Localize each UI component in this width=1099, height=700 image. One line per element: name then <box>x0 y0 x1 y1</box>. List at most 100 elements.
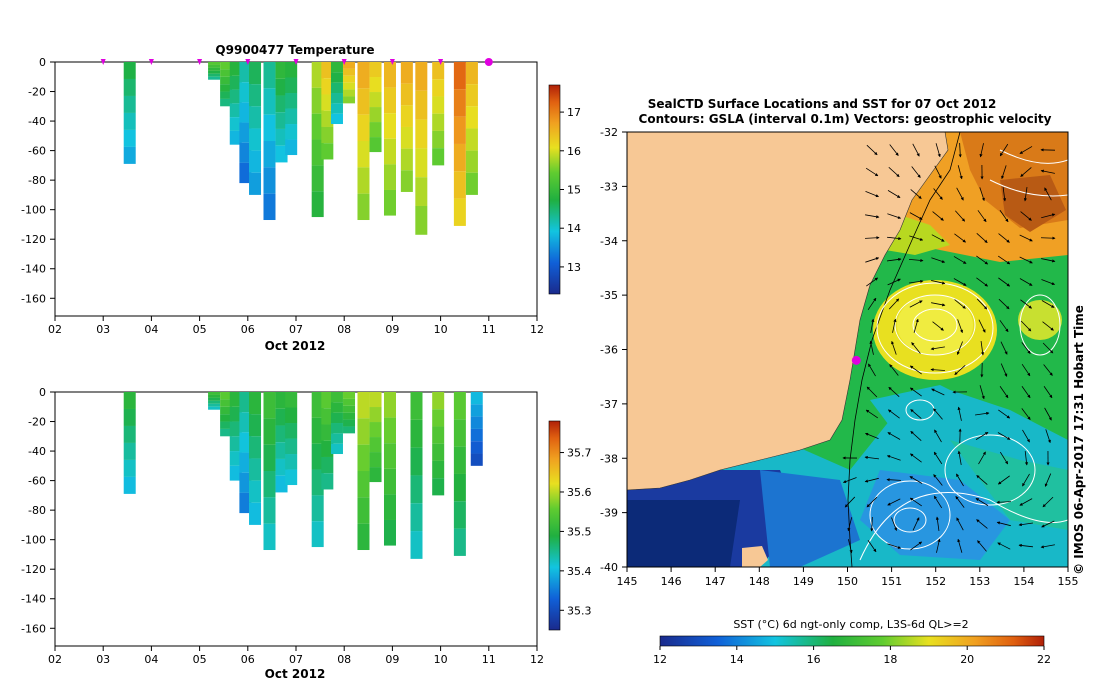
velocity-arrow <box>909 300 923 308</box>
profile-cell <box>123 392 136 409</box>
profile-cell <box>383 494 396 520</box>
profile-2 <box>220 62 233 107</box>
profile-cell <box>285 407 298 424</box>
profile-cell <box>229 117 242 131</box>
profile-cell <box>311 392 324 418</box>
profile-cell <box>321 473 334 490</box>
profile-cell <box>275 475 288 493</box>
y-tick-label: -80 <box>28 504 46 517</box>
x-tick-label: 07 <box>289 323 303 336</box>
profile-cell <box>229 406 242 422</box>
profile-cell <box>369 107 382 123</box>
sst-tick-label: 22 <box>1037 653 1051 666</box>
velocity-arrow <box>1019 278 1033 286</box>
profile-cell <box>239 142 252 163</box>
day-marker <box>438 59 444 65</box>
profile-cell <box>249 62 262 85</box>
profile-14 <box>369 62 382 153</box>
profile-cell <box>465 84 478 107</box>
velocity-arrow <box>1043 386 1053 399</box>
profile-cell <box>239 492 252 514</box>
velocity-arrow <box>909 212 923 220</box>
map-image <box>627 132 1068 567</box>
y-tick-label: 0 <box>39 56 46 69</box>
profile-14 <box>369 392 382 483</box>
temperature-colorbar <box>548 84 561 295</box>
profile-12 <box>343 392 356 434</box>
x-tick-label: 10 <box>434 653 448 666</box>
lon-tick-label: 152 <box>925 575 946 588</box>
profile-cell <box>208 392 221 395</box>
velocity-arrow <box>1041 520 1055 528</box>
x-tick-label: 03 <box>96 323 110 336</box>
velocity-arrow <box>996 521 1011 527</box>
velocity-arrow <box>997 542 1011 550</box>
profile-cell <box>285 62 298 78</box>
profile-cell <box>208 403 221 407</box>
profile-cell <box>285 124 298 140</box>
velocity-arrow <box>953 278 967 286</box>
profile-cell <box>220 406 233 415</box>
profile-cell <box>400 170 413 192</box>
lon-tick-label: 155 <box>1058 575 1079 588</box>
velocity-arrow <box>1023 187 1028 202</box>
profile-cell <box>383 468 396 495</box>
profile-cell <box>330 423 343 434</box>
velocity-arrow <box>1020 211 1032 221</box>
profile-cell <box>321 78 334 95</box>
profile-cell <box>343 392 356 399</box>
x-tick-label: 10 <box>434 323 448 336</box>
colorbar-tick-label: 35.7 <box>567 447 592 460</box>
profile-cell <box>275 408 288 426</box>
velocity-arrow <box>976 298 988 310</box>
colorbar-tick-label: 35.4 <box>567 565 592 578</box>
colorbar-tick-label: 15 <box>567 184 581 197</box>
profile-cell <box>311 165 324 192</box>
day-marker <box>389 59 395 65</box>
profile-16 <box>410 392 423 559</box>
velocity-arrow <box>935 516 940 531</box>
profile-cell <box>229 62 242 76</box>
temperature-x-axis: 02 03 04 05 06 07 08 09 10 11 12 <box>48 316 544 336</box>
profile-cell <box>249 414 262 437</box>
profile-cell <box>369 137 382 153</box>
velocity-arrow <box>954 299 966 309</box>
profile-1 <box>208 392 221 410</box>
profile-cell <box>383 113 396 139</box>
profile-cell <box>123 442 136 460</box>
profile-cell <box>275 392 288 409</box>
profile-cell <box>311 521 324 548</box>
profile-cell <box>330 443 343 455</box>
profile-cell <box>343 68 356 76</box>
velocity-arrow <box>957 406 962 421</box>
velocity-arrow <box>999 320 1009 333</box>
y-tick-label: -100 <box>21 534 46 547</box>
velocity-arrow <box>1021 408 1031 421</box>
profile-cell <box>249 84 262 107</box>
y-tick-label: -80 <box>28 174 46 187</box>
profile-cell <box>383 138 396 165</box>
sst-map-panel: SealCTD Surface Locations and SST for 07… <box>600 97 1086 666</box>
profile-cell <box>369 422 382 438</box>
day-marker <box>293 59 299 65</box>
velocity-arrow <box>934 165 942 179</box>
profile-cell <box>249 480 262 503</box>
profile-8 <box>285 62 298 156</box>
profile-cell <box>432 478 445 496</box>
profile-cell <box>400 126 413 149</box>
profile-cell <box>229 465 242 481</box>
profile-cell <box>383 62 396 88</box>
profile-cell <box>400 105 413 127</box>
profile-cell <box>208 73 221 77</box>
velocity-arrow <box>910 430 922 441</box>
profile-cell <box>400 83 413 106</box>
profile-cell <box>311 495 324 522</box>
velocity-arrow <box>909 279 924 284</box>
profile-17 <box>415 62 428 235</box>
profile-cell <box>239 472 252 493</box>
map-longitude-axis: 145 146 147 148 149 150 151 152 153 154 155 <box>617 567 1079 588</box>
velocity-arrow <box>979 143 984 158</box>
velocity-arrow <box>1018 522 1033 527</box>
profile-cell <box>311 417 324 444</box>
